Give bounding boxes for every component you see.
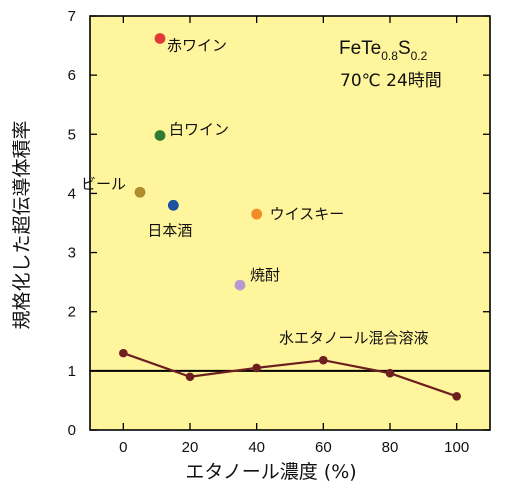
x-axis-ticks: 0 20 40 60 80 100 — [119, 16, 469, 456]
y-tick-label: 3 — [68, 245, 76, 262]
point-label: 白ワイン — [169, 120, 229, 138]
y-tick-label: 6 — [68, 67, 76, 84]
plot-background — [90, 16, 490, 430]
y-axis-title: 規格化した超伝導体積率 — [11, 120, 33, 329]
y-tick-label: 0 — [68, 422, 76, 439]
x-tick-label: 60 — [315, 439, 332, 456]
series-marker — [119, 348, 128, 358]
x-tick-label: 100 — [444, 439, 469, 456]
formula-mid: S — [398, 38, 411, 59]
x-tick-label: 80 — [382, 439, 399, 456]
series-marker — [385, 368, 395, 378]
data-point — [234, 279, 246, 291]
formula-sub1: 0.8 — [381, 49, 398, 63]
y-tick-label: 2 — [68, 304, 76, 321]
annotation-condition: 70℃ 24時間 — [340, 71, 442, 91]
y-tick-label: 5 — [68, 126, 76, 143]
series-marker — [319, 355, 328, 365]
y-axis-ticks: 0 1 2 3 4 5 6 7 — [68, 8, 490, 439]
series-marker — [185, 372, 195, 382]
plot-frame — [89, 15, 491, 431]
x-axis-title: エタノール濃度 (%) — [185, 461, 356, 483]
series-line — [122, 352, 458, 398]
y-tick-label: 1 — [68, 363, 76, 380]
point-label: ビール — [81, 175, 126, 193]
series-marker — [452, 391, 461, 401]
point-label: ウイスキー — [270, 205, 345, 223]
series-layer: 水エタノール混合溶液 — [119, 329, 461, 401]
series-marker — [252, 363, 261, 373]
formula-sub2: 0.2 — [411, 49, 428, 63]
point-label: 赤ワイン — [167, 36, 227, 54]
data-point — [167, 199, 179, 211]
y-tick-label: 4 — [68, 185, 76, 202]
x-tick-label: 0 — [119, 439, 127, 456]
data-point — [251, 208, 263, 220]
formula-base: FeTe — [339, 38, 381, 59]
data-point — [154, 33, 166, 44]
point-label: 焼酎 — [250, 266, 280, 284]
y-tick-label: 7 — [68, 8, 76, 25]
point-label: 日本酒 — [147, 221, 192, 239]
series-label: 水エタノール混合溶液 — [279, 329, 429, 347]
annotation-formula: FeTe0.8S0.2 — [339, 38, 428, 63]
x-tick-label: 40 — [248, 439, 265, 456]
data-point — [154, 130, 166, 141]
data-point — [134, 186, 146, 198]
x-tick-label: 20 — [182, 439, 199, 456]
